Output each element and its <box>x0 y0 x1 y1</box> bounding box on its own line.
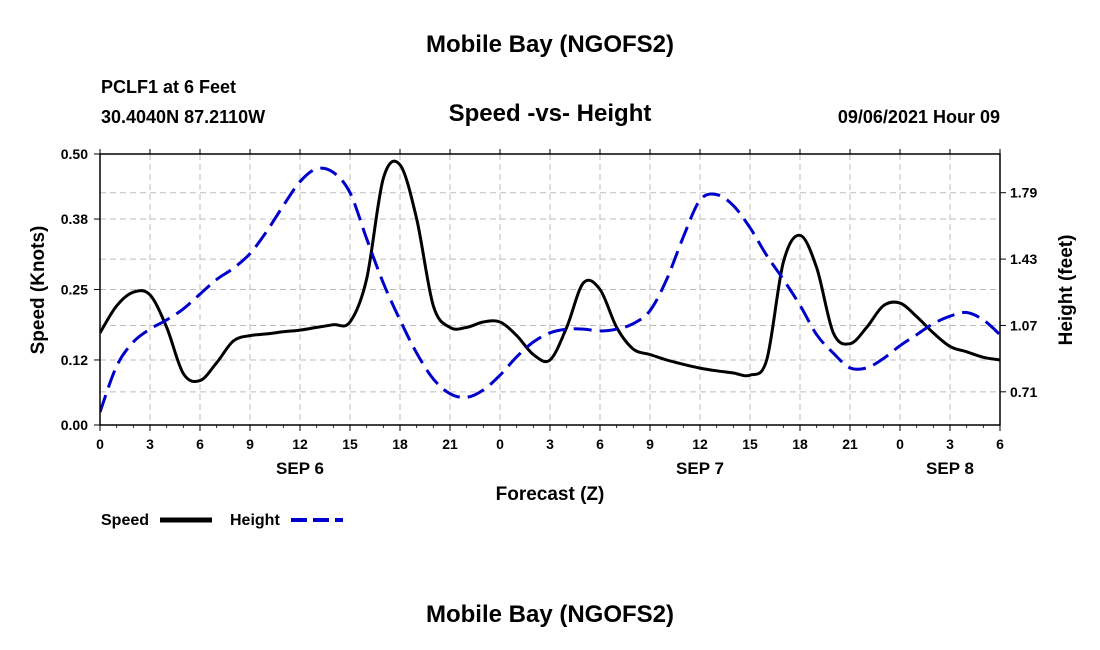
x-tick-label: 3 <box>146 436 154 452</box>
y-left-tick-label: 0.50 <box>61 146 88 162</box>
x-tick-label: 6 <box>996 436 1004 452</box>
x-tick-label: 0 <box>96 436 104 452</box>
y-left-tick-label: 0.38 <box>61 211 88 227</box>
x-tick-label: 15 <box>342 436 358 452</box>
x-tick-label: 3 <box>546 436 554 452</box>
y-right-tick-label: 1.07 <box>1010 317 1037 333</box>
axis-ticks: 0 3 6 9 12 15 18 21 0 3 6 9 12 15 18 21 0 3 6 SEP 6 SEP 7 SEP… <box>61 146 1038 478</box>
y-right-tick-label: 1.79 <box>1010 185 1037 201</box>
y-left-tick-label: 0.00 <box>61 417 88 433</box>
station-coords: 30.4040N 87.2110W <box>101 107 266 127</box>
x-tick-label: 6 <box>596 436 604 452</box>
x-tick-label: 9 <box>246 436 254 452</box>
forecast-date: 09/06/2021 Hour 09 <box>837 107 1000 127</box>
x-axis-label: Forecast (Z) <box>496 484 605 505</box>
x-tick-label: 21 <box>442 436 458 452</box>
x-tick-label: 21 <box>842 436 858 452</box>
day-label: SEP 6 <box>276 459 324 478</box>
x-tick-label: 0 <box>896 436 904 452</box>
legend-height-label: Height <box>230 512 280 529</box>
day-label: SEP 7 <box>676 459 724 478</box>
x-tick-label: 18 <box>392 436 408 452</box>
footer-title: Mobile Bay (NGOFS2) <box>425 601 675 628</box>
y-right-tick-label: 1.43 <box>1010 251 1037 267</box>
page-title: Mobile Bay (NGOFS2) <box>425 31 675 58</box>
series-line-speed <box>100 159 1000 384</box>
x-tick-label: 18 <box>792 436 808 452</box>
x-tick-label: 12 <box>292 436 308 452</box>
y-axis-right-label: Height (feet) <box>1056 235 1077 346</box>
grid-lines <box>100 154 1000 425</box>
series-lines <box>100 159 1000 413</box>
station-name: PCLF1 at 6 Feet <box>101 77 237 97</box>
x-tick-label: 3 <box>946 436 954 452</box>
day-label: SEP 8 <box>926 459 974 478</box>
y-axis-left-label: Speed (Knots) <box>28 226 49 355</box>
x-tick-label: 12 <box>692 436 708 452</box>
y-left-tick-label: 0.12 <box>61 352 88 368</box>
y-right-tick-label: 0.71 <box>1010 384 1037 400</box>
x-tick-label: 0 <box>496 436 504 452</box>
chart-title: Speed -vs- Height <box>448 100 652 127</box>
series-line-height <box>100 166 1000 413</box>
x-tick-label: 9 <box>646 436 654 452</box>
x-tick-label: 6 <box>196 436 204 452</box>
legend-speed-label: Speed <box>101 512 149 529</box>
y-left-tick-label: 0.25 <box>61 282 88 298</box>
legend: Speed Height <box>101 512 343 529</box>
x-tick-label: 15 <box>742 436 758 452</box>
